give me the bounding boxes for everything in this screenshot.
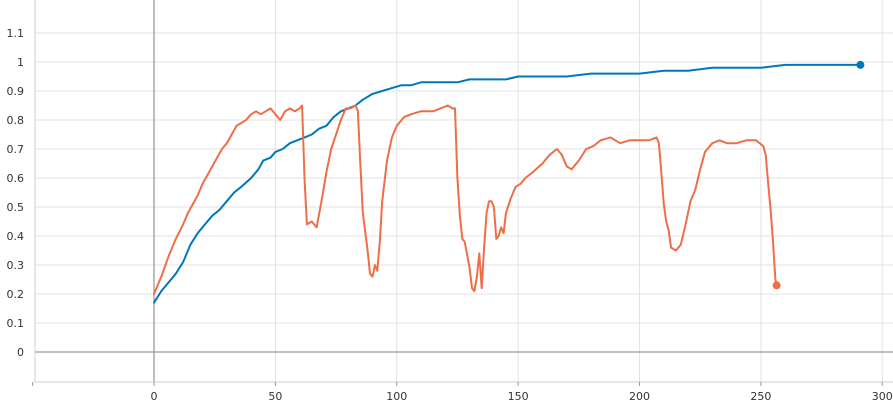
series-1-end-marker	[856, 60, 865, 69]
y-tick-label: 1.1	[7, 27, 25, 40]
x-tick-label: 150	[508, 390, 529, 403]
y-tick-label: 0.6	[7, 172, 25, 185]
y-tick-label: 1	[17, 56, 24, 69]
grid-lines	[35, 0, 893, 382]
x-tick-label: 250	[750, 390, 771, 403]
x-tick-label: 300	[872, 390, 893, 403]
y-tick-label: 0.3	[7, 259, 25, 272]
plot-area	[35, 0, 893, 382]
y-tick-label: 0.2	[7, 288, 25, 301]
series-1-line	[153, 63, 862, 304]
x-tick-label: 200	[629, 390, 650, 403]
x-tick-label: 0	[151, 390, 158, 403]
y-tick-label: 0.4	[7, 230, 25, 243]
y-tick-label: 0.5	[7, 201, 25, 214]
y-tick-label: 0	[17, 346, 24, 359]
y-tick-label: 0.8	[7, 114, 25, 127]
y-tick-label: 0.1	[7, 317, 25, 330]
series-2-line	[153, 104, 778, 295]
series-lines	[153, 60, 865, 304]
x-tick-label: 50	[268, 390, 282, 403]
y-tick-label: 0.7	[7, 143, 25, 156]
axes	[32, 0, 893, 386]
x-tick-label: 100	[386, 390, 407, 403]
tick-labels: 0 0.1 0.2 0.3 0.4 0.5 0.6 0.7 0.8 0.9 1 1.1 0 50 100 15…	[7, 27, 893, 403]
series-2-end-marker	[772, 281, 781, 290]
y-tick-label: 0.9	[7, 85, 25, 98]
